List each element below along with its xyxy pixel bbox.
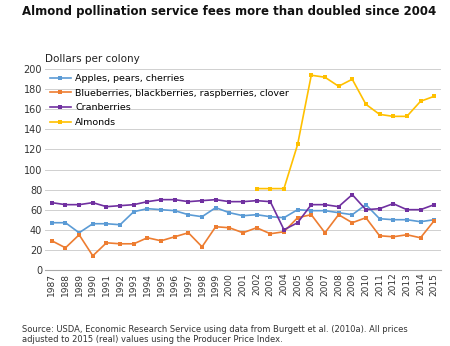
Text: Source: USDA, Economic Research Service using data from Burgett et al. (2010a). : Source: USDA, Economic Research Service …: [22, 325, 408, 344]
Text: Dollars per colony: Dollars per colony: [45, 54, 140, 64]
Text: Almond pollination service fees more than doubled since 2004: Almond pollination service fees more tha…: [22, 5, 437, 18]
Legend: Apples, pears, cherries, Blueberries, blackberries, raspberries, clover, Cranber: Apples, pears, cherries, Blueberries, bl…: [50, 74, 289, 127]
